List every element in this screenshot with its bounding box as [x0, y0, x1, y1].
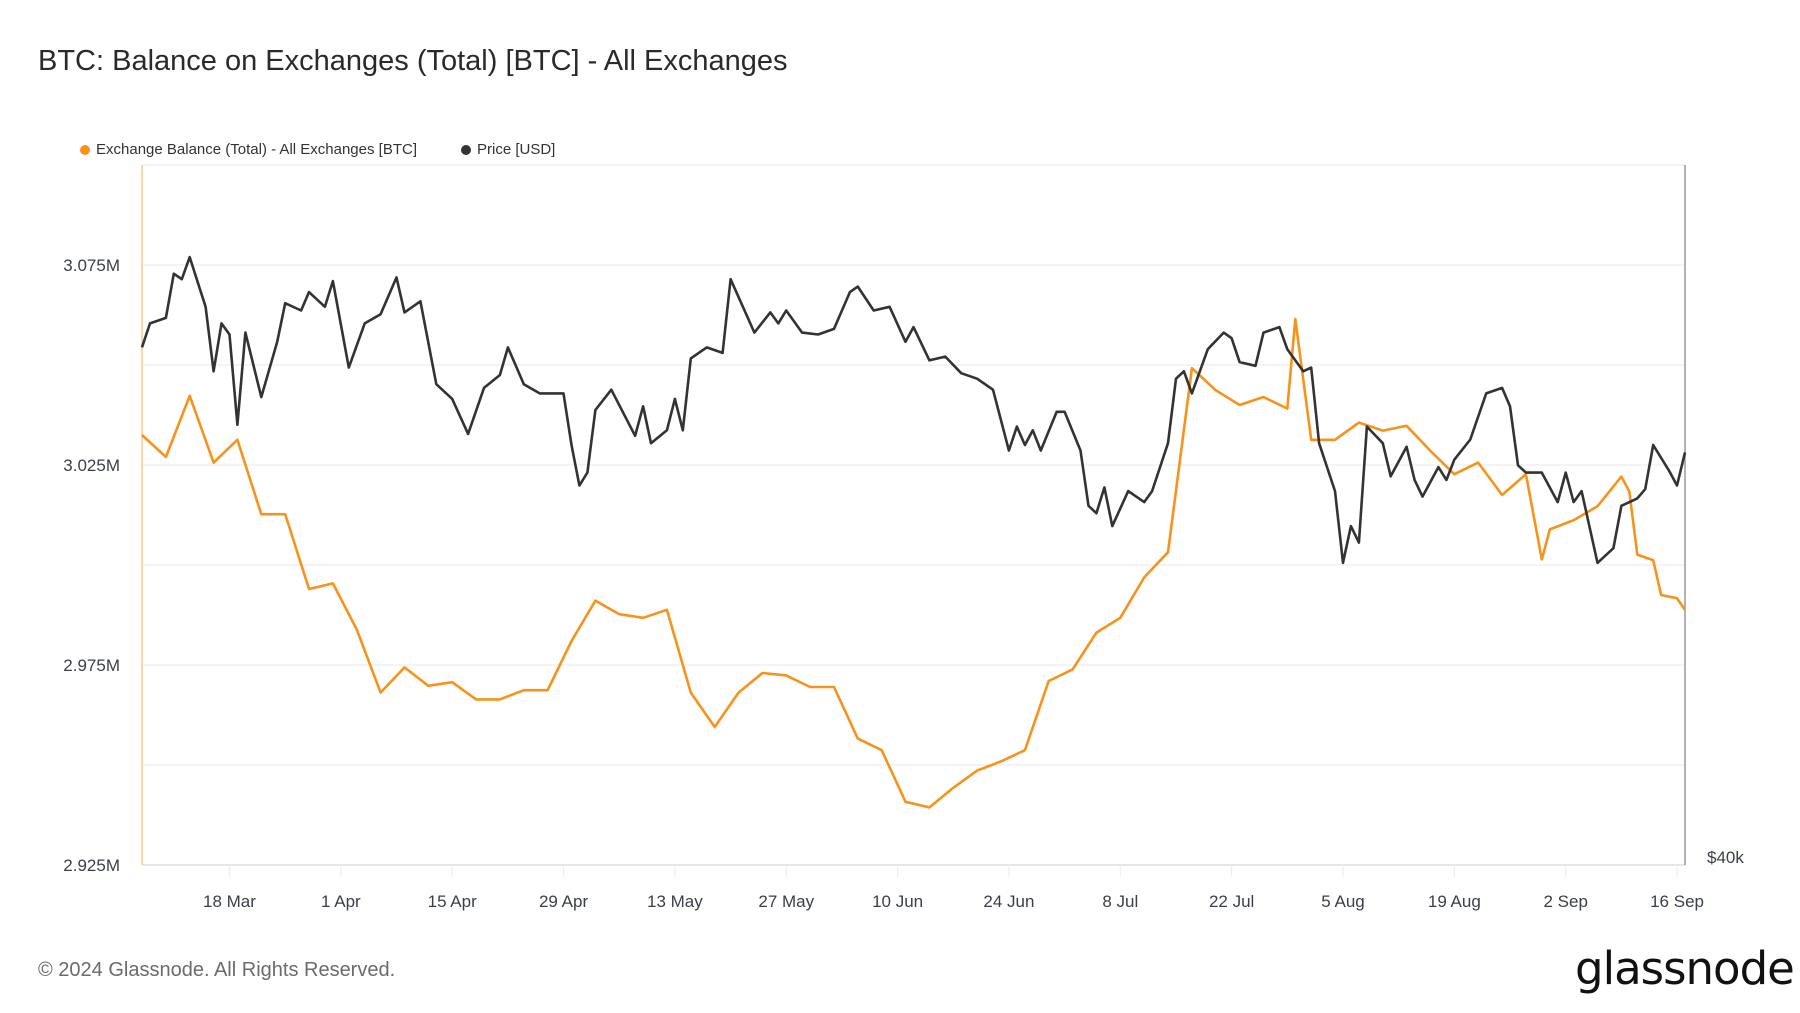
x-tick-label: 5 Aug	[1321, 892, 1365, 911]
x-tick-label: 22 Jul	[1209, 892, 1254, 911]
chart-title: BTC: Balance on Exchanges (Total) [BTC] …	[38, 45, 788, 77]
x-tick-label: 18 Mar	[203, 892, 256, 911]
x-tick-label: 29 Apr	[539, 892, 588, 911]
y-tick-label: 2.975M	[63, 656, 120, 675]
x-tick-label: 1 Apr	[321, 892, 361, 911]
x-tick-label: 10 Jun	[872, 892, 923, 911]
y-right-tick-label: $40k	[1707, 848, 1744, 867]
x-tick-label: 8 Jul	[1102, 892, 1138, 911]
price-line	[140, 255, 1687, 565]
x-tick-label: 2 Sep	[1543, 892, 1587, 911]
y-tick-label: 3.075M	[63, 256, 120, 275]
legend: Exchange Balance (Total) - All Exchanges…	[80, 141, 555, 158]
y-tick-label: 2.925M	[63, 856, 120, 875]
legend-label: Price [USD]	[477, 141, 556, 158]
x-tick-label: 13 May	[647, 892, 703, 911]
x-tick-label: 27 May	[758, 892, 814, 911]
x-tick-label: 16 Sep	[1650, 892, 1704, 911]
x-tick-label: 24 Jun	[983, 892, 1034, 911]
legend-dot-dark-icon	[461, 144, 471, 155]
legend-dot-orange-icon	[80, 144, 90, 155]
legend-item-price[interactable]: Price [USD]	[461, 141, 555, 158]
x-tick-label: 15 Apr	[428, 892, 477, 911]
legend-item-exchange-balance[interactable]: Exchange Balance (Total) - All Exchanges…	[80, 141, 417, 158]
copyright-footer: © 2024 Glassnode. All Rights Reserved.	[38, 959, 396, 981]
y-tick-label: 3.025M	[63, 456, 120, 475]
glassnode-logo: glassnode	[1575, 942, 1795, 995]
exchange-balance-line	[141, 317, 1687, 809]
x-tick-label: 19 Aug	[1428, 892, 1481, 911]
legend-label: Exchange Balance (Total) - All Exchanges…	[96, 141, 417, 158]
